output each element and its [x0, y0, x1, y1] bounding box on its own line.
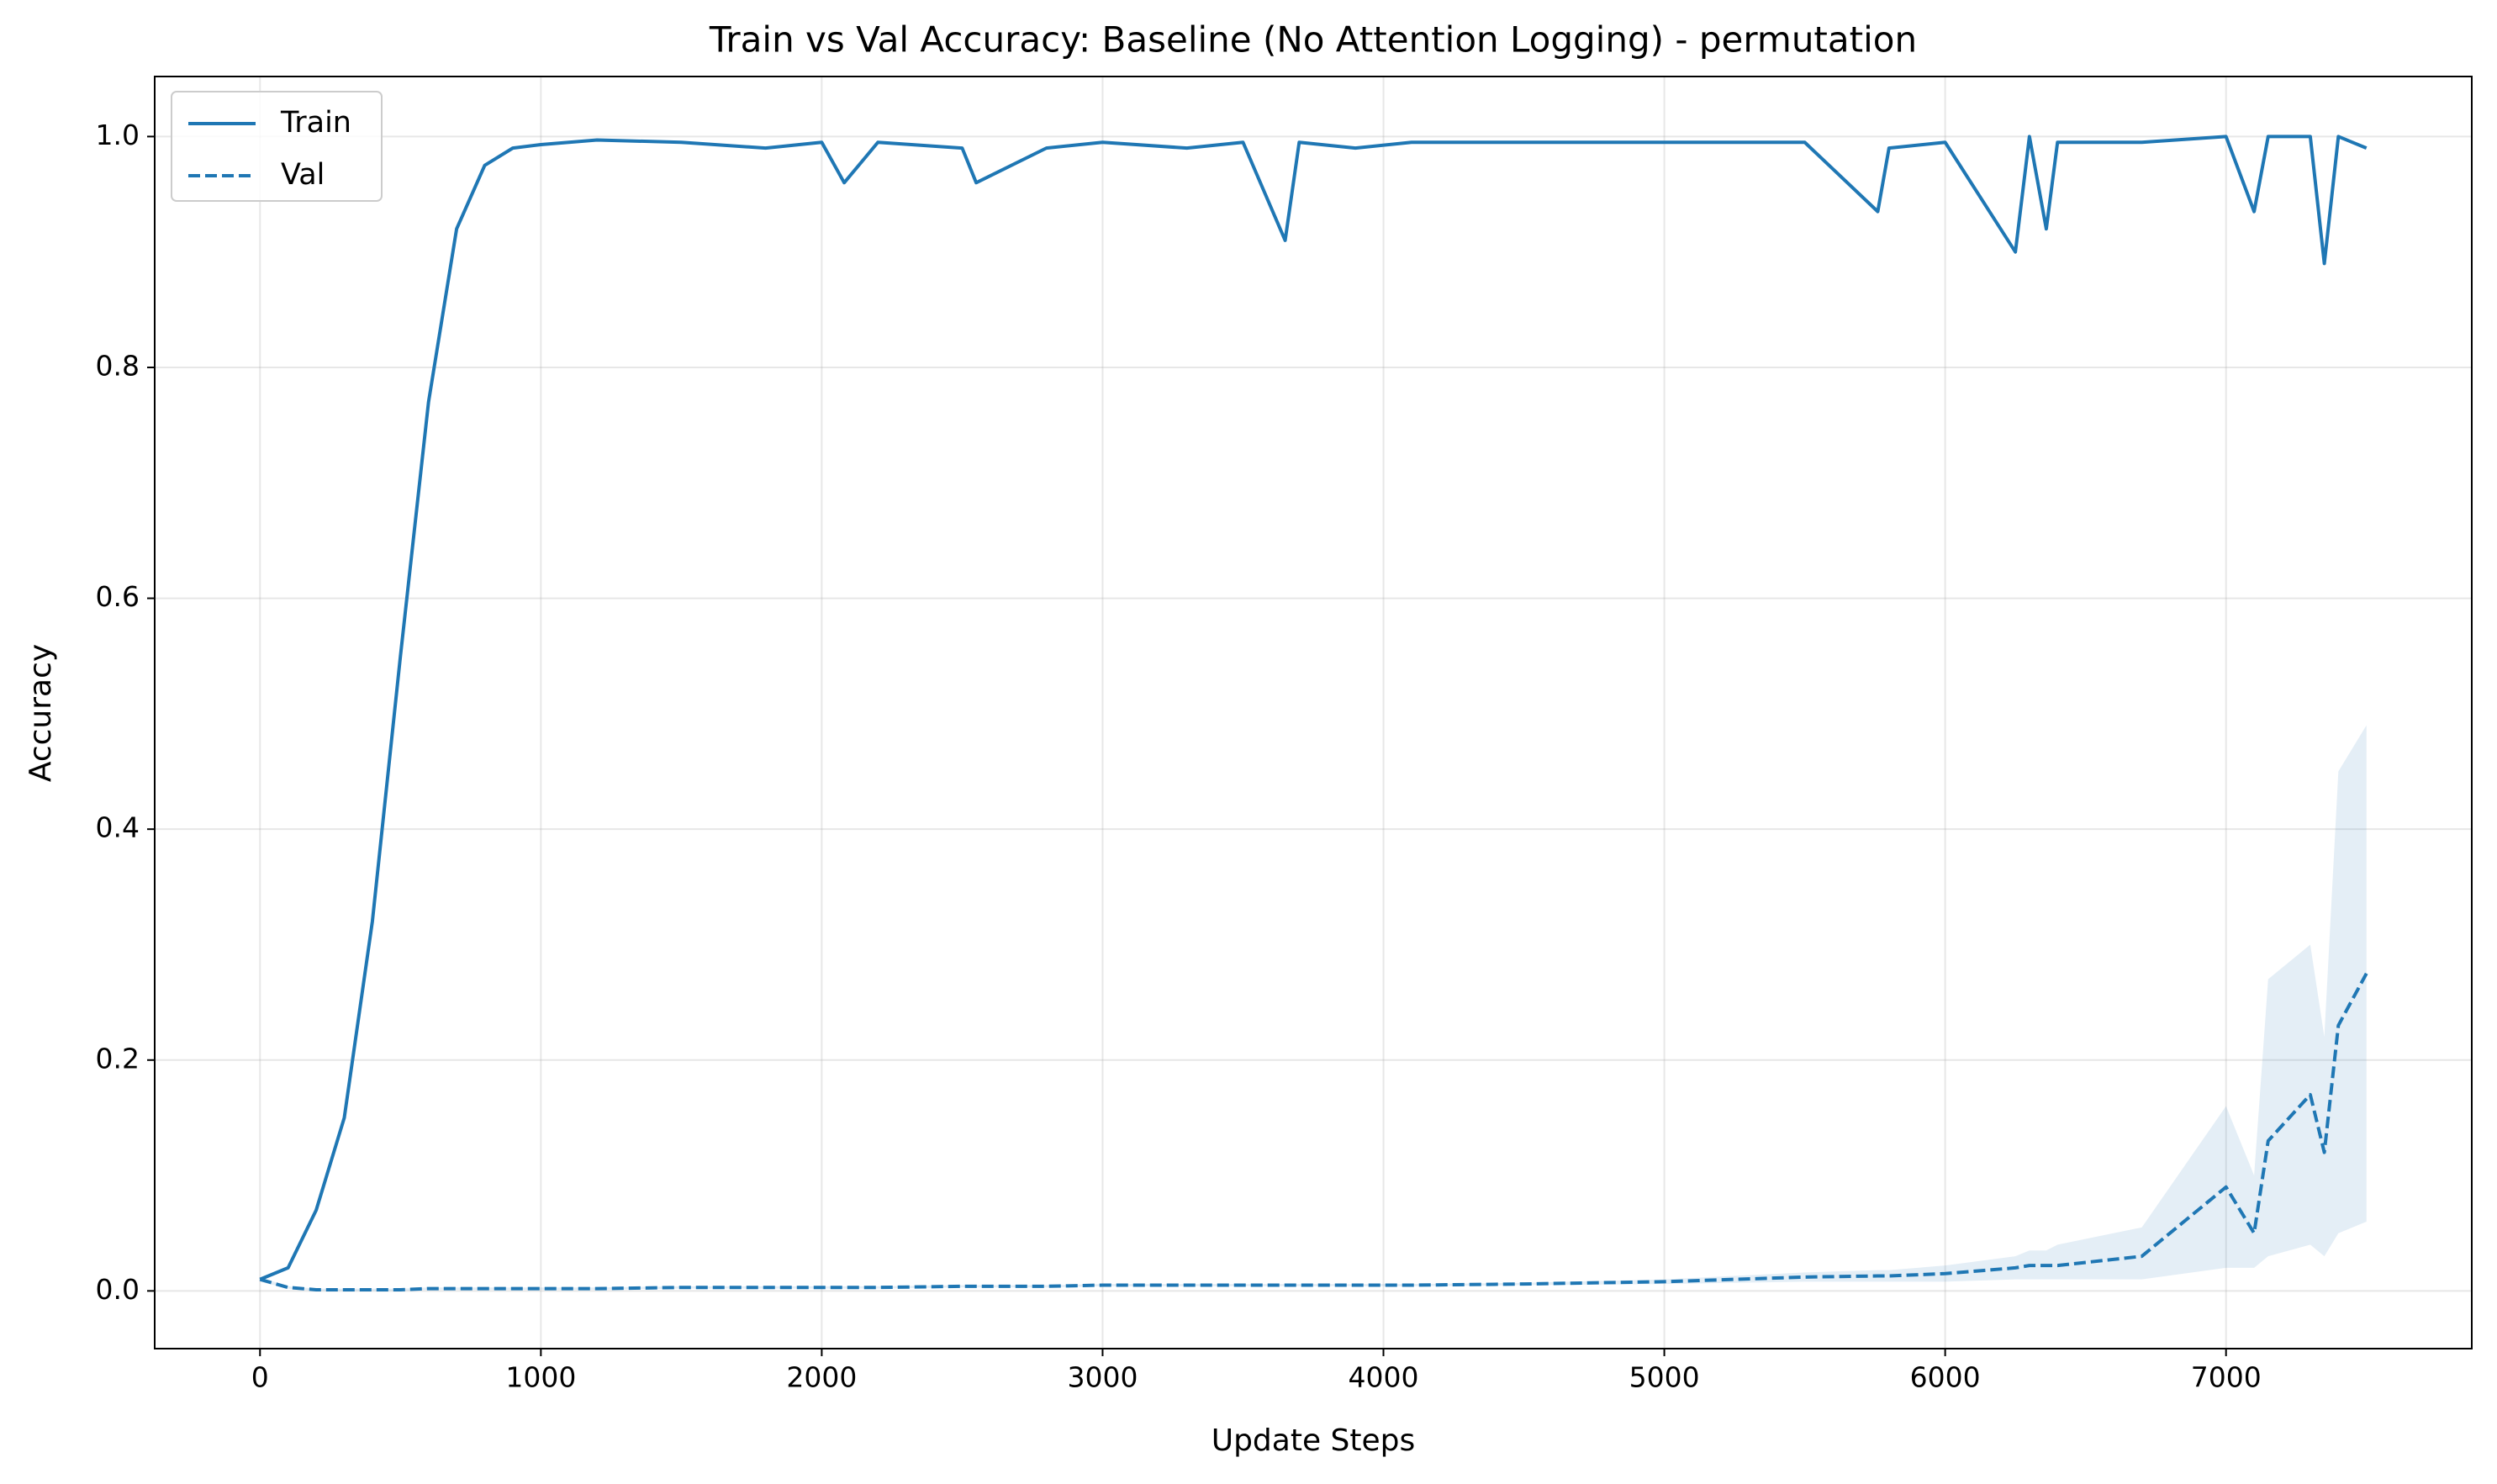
y-tick-label: 0.8	[96, 349, 140, 382]
x-tick-label: 6000	[1910, 1361, 1981, 1394]
y-tick-label: 0.6	[96, 580, 140, 613]
x-axis-label: Update Steps	[1212, 1423, 1416, 1458]
legend-label: Val	[281, 158, 325, 192]
x-tick-label: 5000	[1629, 1361, 1700, 1394]
data-line	[259, 135, 2368, 1281]
y-tick-label: 0.2	[96, 1042, 140, 1075]
y-tick-label: 1.0	[96, 119, 140, 151]
plot-frame	[154, 76, 2473, 1349]
y-axis-label: Accuracy	[24, 644, 58, 782]
data-line	[259, 972, 2368, 1291]
legend-label: Train	[280, 106, 351, 140]
y-tick-label: 0.4	[96, 811, 140, 844]
x-tick-label: 0	[251, 1361, 269, 1394]
x-tick-label: 4000	[1349, 1361, 1419, 1394]
chart-title: Train vs Val Accuracy: Baseline (No Atte…	[709, 19, 1917, 61]
x-tick-label: 3000	[1067, 1361, 1138, 1394]
x-tick-label: 2000	[786, 1361, 857, 1394]
y-tick-label: 0.0	[96, 1273, 140, 1306]
legend-box	[171, 91, 383, 202]
x-tick-label: 7000	[2191, 1361, 2262, 1394]
x-tick-label: 1000	[505, 1361, 576, 1394]
confidence-band	[260, 725, 2367, 1291]
